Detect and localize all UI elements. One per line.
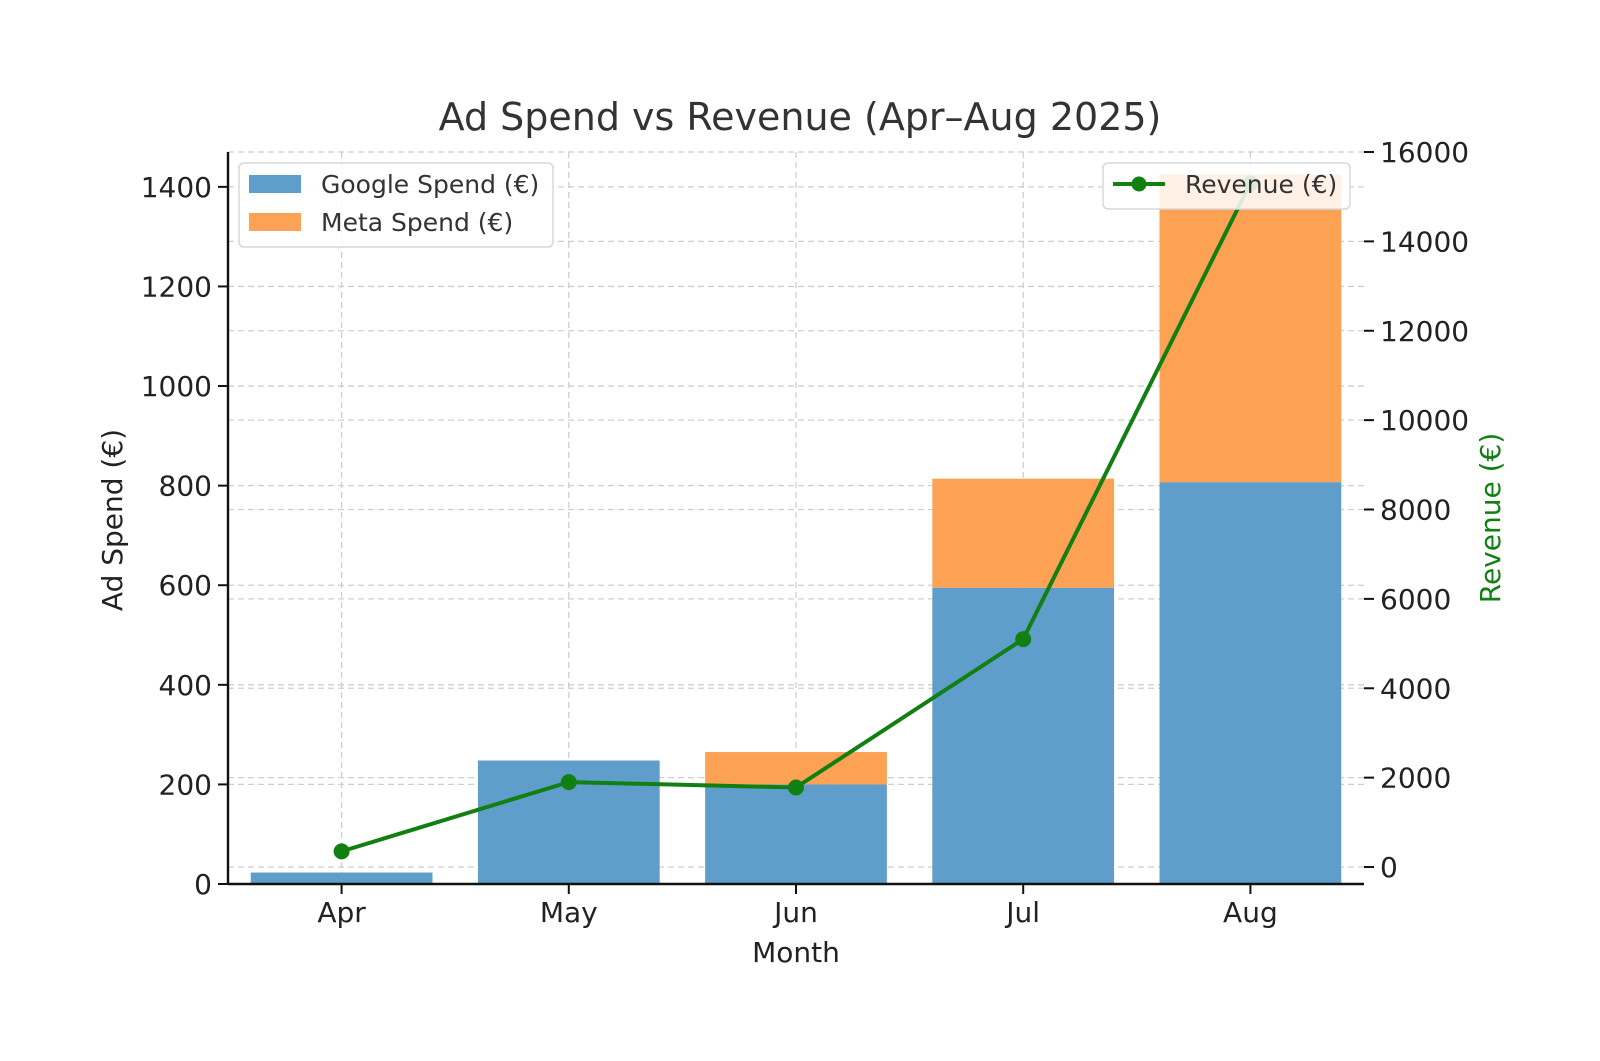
legend-revenue: Revenue (€) (1102, 162, 1351, 210)
y2-tick-label: 14000 (1380, 225, 1469, 258)
google-spend-bar (1159, 482, 1342, 884)
revenue-point (560, 774, 577, 791)
x-tick-label: Jul (1004, 896, 1040, 929)
x-tick-label: Jun (772, 896, 818, 929)
y-axis-label: Ad Spend (€) (96, 429, 129, 611)
y2-tick-label: 16000 (1380, 136, 1469, 169)
y-tick-label: 400 (159, 669, 212, 702)
google-spend-bar (705, 784, 887, 884)
revenue-point (1015, 631, 1032, 648)
y-tick-label: 1000 (141, 370, 212, 403)
meta-spend-bar (932, 478, 1115, 588)
y2-tick-label: 6000 (1380, 583, 1451, 616)
legend-label: Meta Spend (€) (321, 208, 513, 237)
y-tick-label: 800 (159, 470, 212, 503)
y2-tick-label: 8000 (1380, 494, 1451, 527)
y2-tick-label: 10000 (1380, 404, 1469, 437)
y2-tick-label: 2000 (1380, 762, 1451, 795)
legend-layer: Google Spend (€) Meta Spend (€) Revenue (€… (238, 162, 1351, 248)
y-tick-label: 1400 (141, 171, 212, 204)
revenue-point (333, 843, 350, 860)
x-tick-label: Apr (317, 896, 366, 929)
chart-title: Ad Spend vs Revenue (Apr–Aug 2025) (439, 95, 1162, 139)
x-axis-label: Month (752, 936, 840, 969)
legend-box (238, 162, 554, 248)
google-spend-bar (250, 872, 433, 884)
meta-spend-bar (1159, 174, 1342, 483)
y-tick-label: 600 (159, 569, 212, 602)
x-tick-label: Aug (1223, 896, 1278, 929)
y-tick-label: 0 (194, 868, 212, 901)
legend-label: Revenue (€) (1185, 170, 1337, 199)
y-tick-label: 1200 (141, 270, 212, 303)
legend-marker (1131, 176, 1147, 192)
y2-tick-label: 4000 (1380, 672, 1451, 705)
bar-layer (250, 174, 1342, 884)
legend-swatch (249, 175, 301, 193)
y2-tick-label: 0 (1380, 851, 1398, 884)
legend-spend: Google Spend (€) Meta Spend (€) (238, 162, 554, 248)
legend-label: Google Spend (€) (321, 170, 539, 199)
y2-axis-label: Revenue (€) (1474, 433, 1507, 604)
revenue-point (788, 779, 804, 796)
legend-box (1102, 162, 1351, 210)
y-tick-label: 200 (159, 768, 212, 801)
meta-spend-bar (705, 752, 887, 785)
y2-tick-label: 12000 (1380, 315, 1469, 348)
legend-swatch (249, 213, 301, 231)
axis-layer: 0200400600800100012001400020004000600080… (141, 136, 1469, 929)
x-tick-label: May (540, 896, 598, 929)
